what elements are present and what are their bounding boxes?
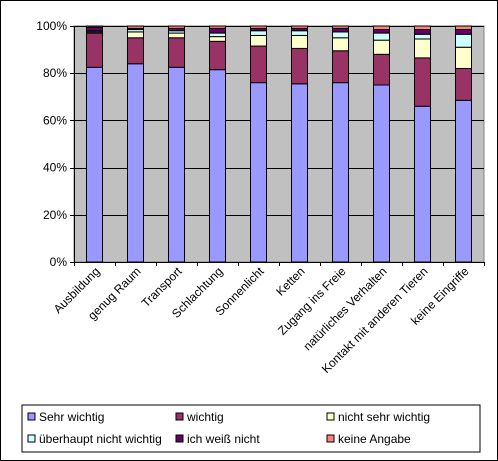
legend-label-4: ich weiß nicht <box>187 432 260 446</box>
bars <box>86 25 472 263</box>
legend-swatch-1 <box>175 412 184 421</box>
bar-segment-6-2 <box>332 37 349 52</box>
bar-segment-2-2 <box>168 32 185 39</box>
axes <box>70 26 485 266</box>
legend-swatch-0 <box>27 412 36 421</box>
bar-segment-5-3 <box>291 30 308 36</box>
bar-segment-1-0 <box>127 63 144 263</box>
bar-segment-8-3 <box>414 33 431 40</box>
bar-segment-6-1 <box>332 50 349 84</box>
legend-label-2: nicht sehr wichtig <box>338 410 430 424</box>
bar-segment-3-3 <box>209 32 226 38</box>
bar-segment-8-1 <box>414 57 431 107</box>
y-tick-label-4: 80% <box>43 66 67 80</box>
bar-segment-5-5 <box>291 25 308 29</box>
bar-segment-2-1 <box>168 37 185 68</box>
y-tick-label-1: 20% <box>43 208 67 222</box>
legend-box <box>21 404 481 453</box>
bar-segment-9-4 <box>455 29 472 35</box>
bar-segment-2-0 <box>168 66 185 263</box>
bar-segment-9-0 <box>455 99 472 263</box>
legend-swatch-3 <box>27 434 36 443</box>
y-tick-label-0: 0% <box>50 255 68 269</box>
legend-label-1: wichtig <box>186 410 224 424</box>
bar-segment-2-5 <box>168 25 185 29</box>
bar-segment-5-1 <box>291 47 308 85</box>
bar-segment-8-4 <box>414 29 431 35</box>
bar-segment-7-2 <box>373 39 390 55</box>
bar-segment-6-5 <box>332 25 349 29</box>
bar-segment-0-0 <box>86 66 103 263</box>
legend-swatch-5 <box>326 434 335 443</box>
bar-segment-4-1 <box>250 45 267 84</box>
legend-label-3: überhaupt nicht wichtig <box>39 432 162 446</box>
y-tick-label-3: 60% <box>43 113 67 127</box>
bar-segment-6-3 <box>332 31 349 39</box>
bar-segment-0-1 <box>86 32 103 68</box>
bar-segment-3-5 <box>209 25 226 29</box>
bar-segment-7-0 <box>373 84 390 263</box>
bar-segment-1-1 <box>127 37 144 65</box>
legend: Sehr wichtig wichtig nicht sehr wichtig übe… <box>21 404 481 453</box>
bar-segment-4-5 <box>250 25 267 29</box>
bar-segment-3-2 <box>209 36 226 42</box>
bar-segment-9-2 <box>455 46 472 69</box>
legend-swatch-2 <box>326 412 335 421</box>
y-tick-label-2: 40% <box>43 161 67 175</box>
bar-segment-6-4 <box>332 27 349 33</box>
bar-segment-5-0 <box>291 83 308 263</box>
bar-segment-7-4 <box>373 29 390 34</box>
bar-segment-8-5 <box>414 25 431 31</box>
bar-segment-9-3 <box>455 33 472 48</box>
legend-label-5: keine Angabe <box>338 432 411 446</box>
bar-segment-0-4 <box>86 26 103 32</box>
bar-segment-8-2 <box>414 38 431 59</box>
legend-label-0: Sehr wichtig <box>39 410 104 424</box>
bar-segment-9-5 <box>455 25 472 31</box>
bar-segment-6-0 <box>332 82 349 263</box>
bar-segment-4-2 <box>250 34 267 47</box>
bar-segment-1-5 <box>127 25 144 29</box>
bar-segment-7-3 <box>373 32 390 41</box>
y-tick-labels: 0% 20% 40% 60% 80% 100% <box>36 19 67 269</box>
y-tick-label-5: 100% <box>36 19 67 33</box>
bar-segment-3-0 <box>209 69 226 263</box>
bar-segment-4-3 <box>250 30 267 36</box>
bar-segment-1-2 <box>127 31 144 39</box>
bar-segment-5-2 <box>291 34 308 49</box>
bar-segment-4-0 <box>250 82 267 263</box>
bar-segment-8-0 <box>414 105 431 263</box>
bar-segment-0-5 <box>86 25 103 28</box>
bar-segment-7-1 <box>373 53 390 86</box>
legend-swatch-4 <box>175 434 184 443</box>
bar-segment-3-1 <box>209 40 226 71</box>
bar-segment-3-4 <box>209 27 226 34</box>
bar-segment-7-5 <box>373 25 390 31</box>
bar-segment-9-1 <box>455 67 472 101</box>
